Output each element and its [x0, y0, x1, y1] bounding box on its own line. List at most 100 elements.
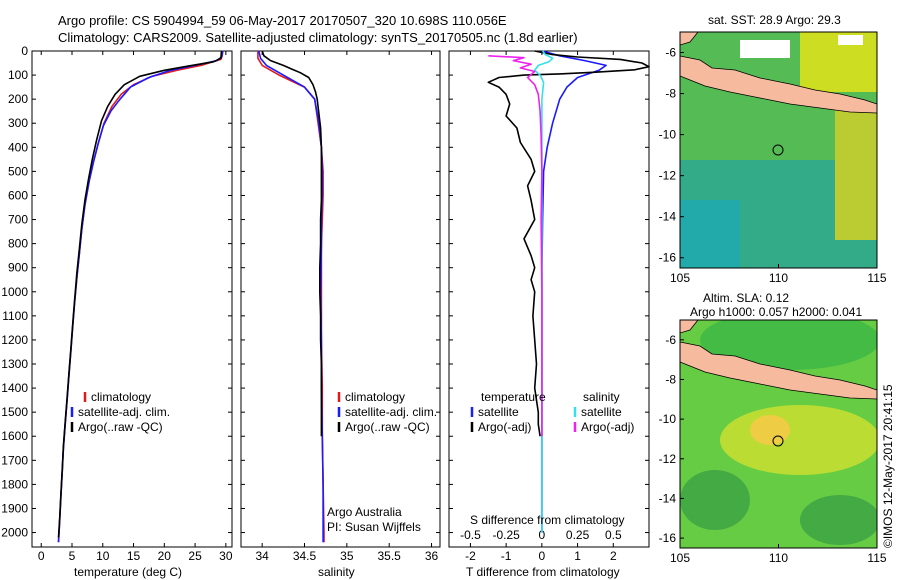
depth-tick-label: 1100 — [2, 309, 28, 323]
sla-float-marker — [772, 435, 784, 447]
s-diff-tick-label: -0.5 — [460, 528, 481, 542]
legend-climatology-label: climatology — [345, 390, 405, 404]
temperature-series — [57, 50, 224, 543]
x-tick-label: 2 — [610, 549, 617, 563]
s-difference-label: S difference from climatology — [470, 513, 625, 527]
depth-axis: 0 100 200 300 400 500 600 700 800 900 1000 1100 1200… — [1, 44, 649, 540]
depth-tick-label: 0 — [21, 44, 28, 58]
x-tick-label: -1 — [501, 549, 512, 563]
sla-map-title-line2: Argo h1000: 0.057 h2000: 0.041 — [690, 305, 862, 319]
series-line-temperature-satellite — [541, 50, 607, 533]
depth-tick-label: 1700 — [1, 453, 28, 467]
s-diff-tick-label: 0.5 — [605, 528, 622, 542]
sla-map-title-line1: Altim. SLA: 0.12 — [703, 291, 789, 305]
temperature-x-axis: 0 5 10 15 20 25 30 — [38, 51, 233, 563]
x-tick-label: 35.5 — [378, 549, 402, 563]
s-diff-tick-label: -0.25 — [492, 528, 520, 542]
series-line-temperature-argo-adj- — [487, 50, 650, 437]
map-lon-tick-label: 110 — [769, 271, 788, 285]
sst-missing-data-1 — [740, 40, 790, 58]
x-tick-label: 30 — [219, 549, 233, 563]
legend-sal-satellite-label: satellite — [581, 405, 622, 419]
map-lon-tick-label: 115 — [867, 551, 886, 565]
map-lat-tick-label: -10 — [659, 412, 677, 426]
depth-tick-label: 300 — [8, 116, 28, 130]
difference-panel-frame — [448, 50, 650, 548]
depth-tick-label: 1500 — [1, 405, 28, 419]
java-island — [680, 55, 877, 114]
map-lat-tick-label: -8 — [665, 87, 676, 101]
depth-tick-label: 2000 — [1, 526, 28, 540]
temperature-panel-frame — [31, 50, 233, 548]
series-line-satellite-adj-clim- — [57, 50, 224, 543]
sst-map-title: sat. SST: 28.9 Argo: 29.3 — [708, 13, 841, 27]
sla-peak — [750, 415, 790, 445]
depth-tick-label: 700 — [8, 213, 28, 227]
legend-satellite-label: satellite-adj. clim. — [345, 405, 437, 419]
series-line-climatology — [257, 51, 325, 543]
x-tick-label: 0 — [539, 549, 546, 563]
map-lat-tick-label: -14 — [659, 491, 677, 505]
map-lat-tick-label: -12 — [659, 452, 677, 466]
depth-tick-label: 1600 — [1, 429, 28, 443]
salinity-series — [257, 50, 325, 543]
sla-low-north — [700, 320, 877, 370]
s-diff-tick-label: 0.25 — [566, 528, 590, 542]
map-lon-tick-label: 115 — [867, 271, 886, 285]
depth-tick-label: 1000 — [1, 285, 28, 299]
depth-tick-label: 200 — [8, 92, 28, 106]
map-lat-tick-label: -6 — [665, 333, 676, 347]
map-lon-tick-label: 105 — [670, 271, 690, 285]
x-tick-label: 10 — [96, 549, 110, 563]
legend-sal-argo-label: Argo(-adj) — [581, 420, 634, 434]
annotation-argo-australia: Argo Australia — [327, 505, 402, 519]
sla-low-southwest — [680, 470, 750, 530]
legend-climatology-label: climatology — [91, 390, 151, 404]
series-line-argo-raw-qc- — [57, 50, 223, 538]
series-line-argo-raw-qc- — [261, 50, 323, 437]
x-tick-label: 15 — [127, 549, 141, 563]
salinity-xlabel: salinity — [318, 565, 355, 579]
salinity-difference-axis: -0.5 -0.25 0 0.25 0.5 — [460, 528, 622, 542]
legend-salinity-title: salinity — [583, 390, 620, 404]
map-lat-tick-label: -14 — [659, 210, 677, 224]
map-lat-tick-label: -12 — [659, 169, 677, 183]
depth-tick-label: 800 — [8, 237, 28, 251]
map-lat-tick-label: -16 — [659, 251, 677, 265]
sla-map — [680, 320, 877, 548]
x-tick-label: 1 — [574, 549, 581, 563]
imos-credit: ©IMOS 12-May-2017 20:41:15 — [881, 384, 895, 548]
depth-tick-label: 100 — [8, 68, 28, 82]
series-line-salinity-argo-adj- — [488, 55, 543, 437]
header-title-line2: Climatology: CARS2009. Satellite-adjuste… — [58, 30, 578, 45]
sst-warm-region-east — [835, 110, 877, 240]
t-difference-label: T difference from climatology — [466, 565, 620, 579]
annotation-pi: PI: Susan Wijffels — [327, 520, 421, 534]
x-tick-label: -2 — [465, 549, 476, 563]
depth-tick-label: 1200 — [1, 333, 28, 347]
series-line-satellite-adj-clim- — [258, 50, 324, 543]
depth-tick-label: 1400 — [1, 381, 28, 395]
sst-float-marker — [772, 144, 784, 156]
x-tick-label: 0 — [38, 549, 45, 563]
depth-tick-label: 1800 — [1, 477, 28, 491]
map-lat-tick-label: -10 — [659, 128, 677, 142]
map-lon-tick-label: 105 — [670, 551, 690, 565]
depth-tick-label: 400 — [8, 140, 28, 154]
x-tick-label: 36 — [425, 549, 439, 563]
legend-argo-label: Argo(..raw -QC) — [78, 420, 163, 434]
temperature-xlabel: temperature (deg C) — [74, 565, 182, 579]
sumatra-coast-sla — [680, 320, 699, 334]
java-island-sla — [680, 341, 877, 400]
map-lat-tick-label: -16 — [659, 531, 677, 545]
sla-high-center — [720, 405, 877, 475]
salinity-panel-frame — [240, 50, 441, 548]
sla-map-axes: 105 110 115 -6 -8 -10 -12 -14 -16 — [659, 333, 887, 565]
legend-temperature-title: temperature — [481, 390, 546, 404]
sst-map — [680, 32, 877, 268]
series-line-salinity-satellite — [533, 50, 554, 533]
sla-low-southeast — [800, 495, 877, 545]
